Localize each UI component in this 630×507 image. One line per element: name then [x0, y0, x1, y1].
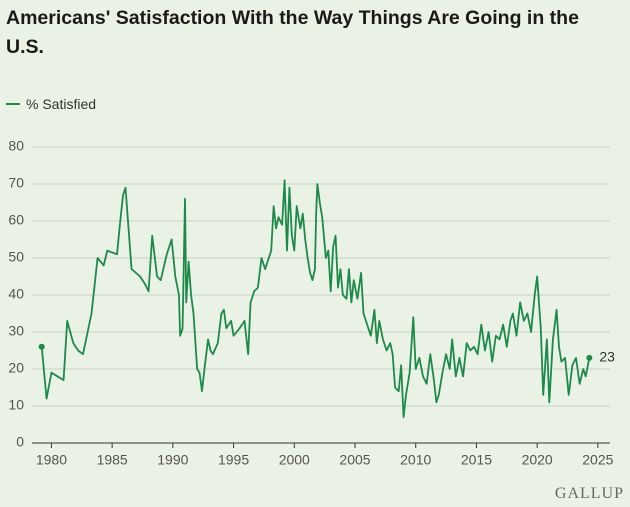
legend-label: % Satisfied	[26, 96, 97, 112]
data-label: 23	[599, 349, 615, 365]
x-tick-label: 1995	[218, 452, 249, 468]
x-tick-label: 1990	[157, 452, 188, 468]
legend: % Satisfied	[6, 96, 96, 112]
chart-title: Americans' Satisfaction With the Way Thi…	[6, 7, 579, 58]
y-tick-label: 80	[8, 138, 24, 154]
x-tick-label: 1985	[97, 452, 128, 468]
y-tick-label: 30	[8, 323, 24, 339]
x-tick-label: 2025	[582, 452, 613, 468]
y-tick-label: 20	[8, 360, 24, 376]
end-dot	[38, 343, 45, 350]
x-tick-label: 2005	[339, 452, 370, 468]
y-tick-label: 10	[8, 397, 24, 413]
series-line	[40, 179, 591, 418]
source: GALLUP	[554, 485, 624, 502]
end-dot	[586, 354, 593, 361]
y-tick-label: 50	[8, 249, 24, 265]
x-tick-label: 2015	[461, 452, 492, 468]
y-tick-label: 0	[16, 434, 24, 450]
x-tick-label: 2020	[522, 452, 553, 468]
legend-swatch	[6, 103, 20, 105]
x-tick-label: 2010	[400, 452, 431, 468]
y-tick-label: 70	[8, 175, 24, 191]
x-tick-label: 1980	[36, 452, 67, 468]
y-tick-label: 40	[8, 286, 24, 302]
y-tick-label: 60	[8, 212, 24, 228]
x-tick-label: 2000	[279, 452, 310, 468]
